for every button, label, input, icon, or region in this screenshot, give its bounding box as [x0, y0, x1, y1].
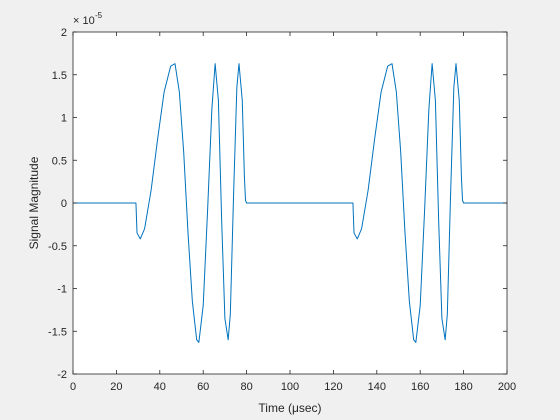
y-exponent-base: × 10 [73, 15, 95, 27]
x-tick-label: 80 [240, 381, 252, 393]
y-tick-label: -2 [57, 369, 67, 381]
x-axis-label: Time (μsec) [258, 401, 321, 415]
x-tick-label: 0 [70, 381, 76, 393]
series-layer [73, 63, 507, 343]
x-axis-ticks: 0 20 40 60 80 100 120 140 160 180 200 [70, 32, 516, 393]
x-tick-label: 60 [197, 381, 209, 393]
y-axis-ticks: -2 -1.5 -1 -0.5 0 0.5 1 1.5 2 [48, 27, 507, 381]
x-tick-label: 40 [154, 381, 166, 393]
x-tick-label: 120 [324, 381, 342, 393]
x-tick-label: 160 [411, 381, 429, 393]
series-line-0 [73, 63, 507, 343]
y-exponent-power: -5 [95, 11, 103, 20]
y-tick-label: 0 [61, 198, 67, 210]
y-axis-label: Signal Magnitude [27, 156, 41, 249]
y-tick-label: 1 [61, 113, 67, 125]
x-tick-label: 200 [498, 381, 516, 393]
x-tick-label: 20 [110, 381, 122, 393]
x-tick-label: 140 [368, 381, 386, 393]
y-tick-label: 1.5 [52, 70, 67, 82]
y-tick-label: -0.5 [48, 241, 67, 253]
x-tick-label: 180 [454, 381, 472, 393]
y-tick-label: 0.5 [52, 155, 67, 167]
y-tick-label: -1 [57, 284, 67, 296]
y-tick-label: 2 [61, 27, 67, 39]
y-tick-label: -1.5 [48, 326, 67, 338]
x-tick-label: 100 [281, 381, 299, 393]
